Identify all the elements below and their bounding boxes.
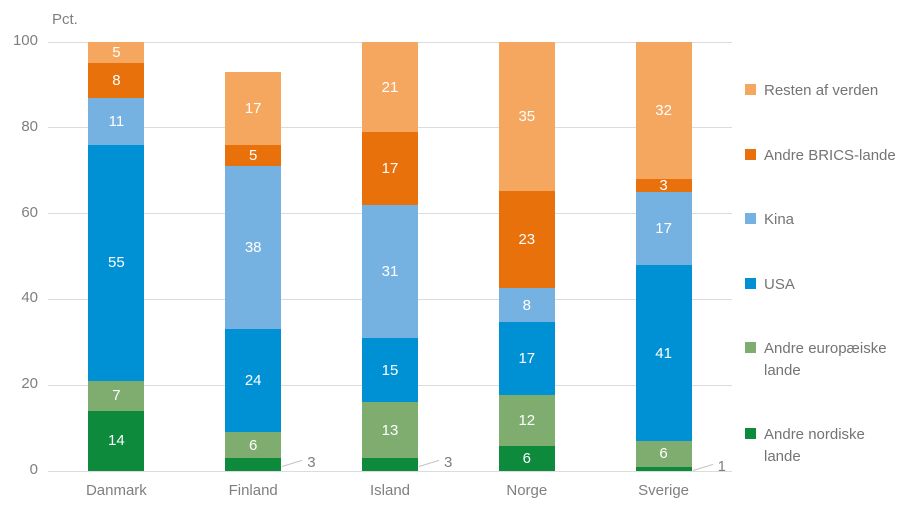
legend-label: USA: [764, 275, 795, 293]
bar-segment-sverige-kina: 17: [635, 192, 692, 266]
segment-value-label: 12: [518, 411, 536, 429]
legend-swatch: [745, 213, 756, 225]
legend-item-usa: USA: [745, 274, 900, 296]
segment-value-label: 15: [381, 361, 399, 379]
bar-segment-sverige-andre-brics-lande: 3: [635, 177, 692, 195]
bar-segment-island-kina: 31: [362, 205, 418, 338]
y-axis-tick-label: 60: [21, 203, 38, 221]
bar-segment-island-andre-nordiske-lande: [362, 458, 418, 471]
bar-segment-finland-kina: 38: [225, 166, 282, 330]
legend-label: Kina: [764, 211, 795, 229]
x-category-label-sverige: Sverige: [638, 482, 690, 499]
segment-value-label: 21: [381, 78, 399, 96]
legend: Resten af verden Andre BRICS-lande Kina USA…: [745, 80, 900, 468]
bar-segment-danmark-andre-brics-lande: 8: [88, 63, 145, 98]
segment-value-label: 24: [244, 372, 262, 390]
x-category-label-island: Island: [369, 482, 411, 499]
bar-segment-finland-andre-brics-lande: 5: [225, 144, 282, 167]
callout-leader-line: [418, 459, 440, 467]
bar-segment-danmark-kina: 11: [88, 97, 145, 145]
segment-value-label: 31: [381, 263, 399, 280]
x-category-label-norge: Norge: [506, 482, 548, 499]
segment-value-label: 8: [522, 296, 531, 314]
callout-leader-line: [282, 459, 303, 467]
segment-value-label: 6: [659, 445, 668, 463]
legend-label: Andre nordiske lande: [764, 426, 865, 466]
bar-segment-norge-resten-af-verden: 35: [498, 42, 555, 191]
segment-value-label: 8: [112, 72, 121, 90]
segment-value-label: 6: [249, 436, 258, 454]
segment-value-label: 5: [249, 147, 258, 165]
bar-segment-sverige-andre-nordiske-lande: [635, 466, 692, 471]
segment-value-label: 17: [655, 220, 672, 238]
bar-segment-norge-usa: 17: [498, 322, 555, 395]
segment-value-label: 38: [244, 239, 262, 257]
x-category-label-finland: Finland: [228, 482, 278, 499]
legend-item-andre-brics-lande: Andre BRICS-lande: [745, 145, 900, 167]
segment-value-label: 5: [112, 44, 121, 62]
bar-segment-island-usa: 15: [362, 338, 418, 403]
bar-segment-danmark-andre-nordiske-lande: 14: [88, 410, 145, 471]
segment-value-label: 41: [655, 344, 672, 362]
legend-swatch: [745, 428, 756, 440]
bar-segment-island-andre-europ-iske-lande: 13: [362, 402, 418, 459]
bar-segment-sverige-andre-europ-iske-lande: 6: [635, 440, 692, 467]
y-axis-tick-label: 100: [12, 32, 38, 49]
segment-value-label: 17: [518, 349, 536, 367]
segment-value-label: 6: [522, 449, 531, 467]
bar-segment-danmark-resten-af-verden: 5: [88, 42, 145, 64]
legend-label: Resten af verden: [764, 82, 879, 99]
legend-item-andre-nordiske-lande: Andre nordiske lande: [745, 424, 900, 468]
bar-segment-norge-andre-brics-lande: 23: [498, 190, 555, 289]
segment-value-label: 17: [244, 99, 262, 117]
bar-segment-danmark-usa: 55: [88, 144, 145, 381]
callout-value-label: 3: [307, 453, 316, 471]
segment-value-label: 11: [108, 112, 125, 130]
bar-segment-norge-andre-europ-iske-lande: 12: [498, 394, 555, 446]
callout-value-label: 1: [717, 457, 726, 475]
bar-segment-sverige-usa: 41: [635, 265, 692, 441]
segment-value-label: 14: [108, 432, 125, 450]
bar-segment-finland-andre-nordiske-lande: [225, 458, 282, 471]
legend-label: Andre europæiske lande: [764, 340, 887, 379]
legend-swatch: [745, 148, 756, 160]
segment-value-label: 23: [518, 231, 536, 248]
legend-item-andre-europ-iske-lande: Andre europæiske lande: [745, 338, 900, 382]
legend-item-kina: Kina: [745, 209, 900, 231]
segment-value-label: 35: [518, 107, 536, 125]
y-axis-tick-label: 80: [21, 117, 38, 135]
y-axis-unit-label: Pct.: [52, 11, 78, 28]
segment-value-label: 55: [108, 254, 125, 272]
bar-segment-island-andre-brics-lande: 17: [362, 132, 418, 205]
bar-segment-finland-usa: 24: [225, 329, 282, 433]
legend-label: Andre BRICS-lande: [764, 146, 896, 164]
legend-swatch: [745, 84, 756, 95]
bar-segment-finland-andre-europ-iske-lande: 6: [225, 432, 282, 459]
bar-segment-island-resten-af-verden: 21: [362, 42, 418, 133]
callout-value-label: 3: [444, 453, 453, 471]
segment-value-label: 32: [655, 102, 672, 120]
x-category-label-danmark: Danmark: [85, 482, 147, 499]
y-axis-tick-label: 40: [21, 289, 38, 307]
gridline: [48, 470, 732, 472]
bar-segment-norge-andre-nordiske-lande: 6: [498, 445, 555, 471]
segment-value-label: 17: [381, 160, 399, 178]
bar-segment-finland-resten-af-verden: 17: [225, 72, 282, 145]
legend-item-resten-af-verden: Resten af verden: [745, 80, 900, 102]
segment-value-label: 7: [112, 387, 121, 405]
y-axis-tick-label: 0: [29, 461, 38, 478]
bar-segment-danmark-andre-europ-iske-lande: 7: [88, 380, 145, 411]
segment-value-label: 13: [381, 421, 399, 439]
legend-swatch: [745, 277, 756, 289]
bar-segment-norge-kina: 8: [498, 288, 555, 323]
segment-value-label: 3: [659, 177, 668, 195]
legend-swatch: [745, 342, 756, 354]
y-axis-tick-label: 20: [21, 375, 38, 393]
bar-segment-sverige-resten-af-verden: 32: [635, 42, 692, 180]
